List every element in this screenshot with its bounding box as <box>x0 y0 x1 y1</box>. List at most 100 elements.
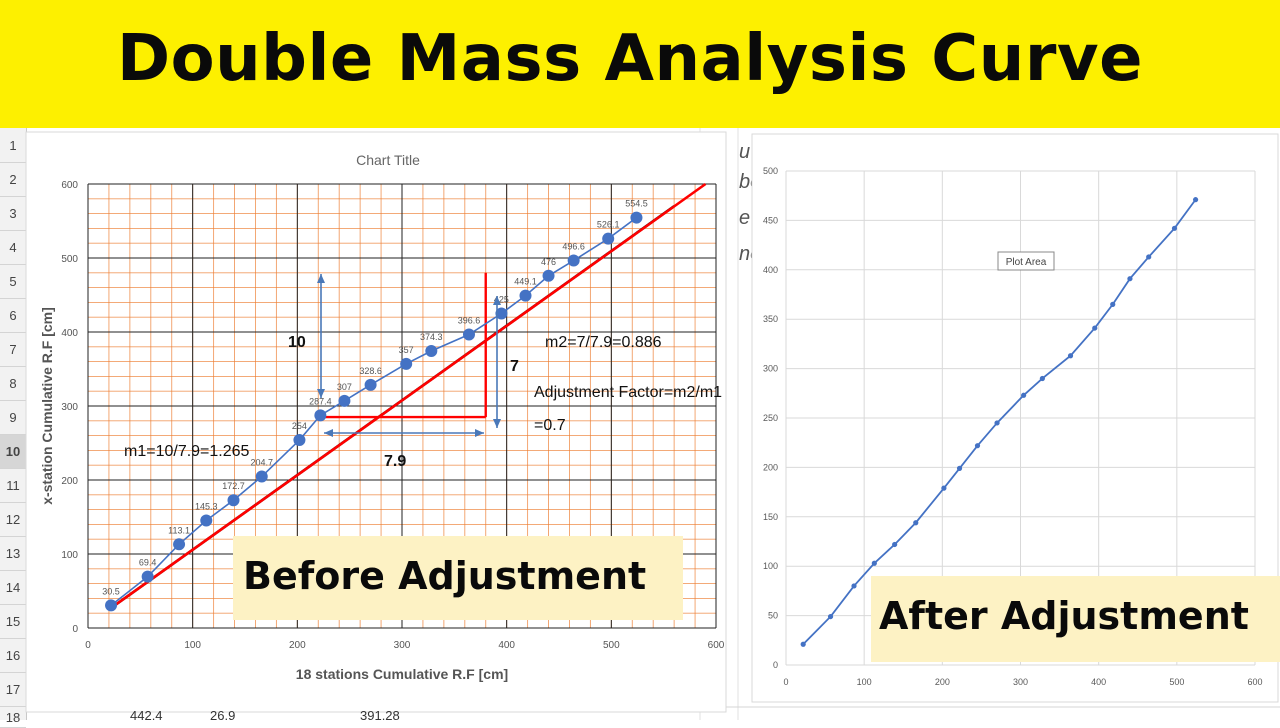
y-tick-label: 0 <box>773 660 778 670</box>
row-header[interactable]: 5 <box>0 265 26 299</box>
page-title: Double Mass Analysis Curve <box>117 22 1143 96</box>
x-tick-label: 600 <box>1247 677 1262 687</box>
chart-title: Chart Title <box>356 152 420 168</box>
x-tick-label: 0 <box>85 640 91 651</box>
data-label: 69.4 <box>139 558 157 568</box>
row-header[interactable]: 8 <box>0 367 26 401</box>
data-point <box>425 345 438 358</box>
data-point <box>567 254 580 267</box>
data-point <box>1092 325 1098 331</box>
x-tick-label: 100 <box>184 640 201 651</box>
data-point <box>293 434 306 447</box>
row-header[interactable]: 16 <box>0 639 26 673</box>
cell-value[interactable]: 391.28 <box>360 708 400 723</box>
before-adjustment-chart: 0 100 200 300 400 500 600 0 100 200 300 400 500 600 Ch… <box>25 131 727 713</box>
data-label: 307 <box>337 382 352 392</box>
row-header[interactable]: 15 <box>0 605 26 639</box>
data-point <box>462 328 475 341</box>
row-header[interactable]: 11 <box>0 469 26 503</box>
row-header[interactable]: 12 <box>0 503 26 537</box>
title-banner: Double Mass Analysis Curve <box>0 0 1280 128</box>
data-point <box>1067 353 1074 359</box>
data-point <box>851 583 857 589</box>
row-header[interactable]: 9 <box>0 401 26 435</box>
row-header[interactable]: 2 <box>0 163 26 197</box>
y-tick-label: 450 <box>763 215 778 225</box>
data-point <box>892 541 898 548</box>
data-point <box>994 420 1000 426</box>
row-header[interactable]: 13 <box>0 537 26 571</box>
y-tick-label: 300 <box>763 364 778 374</box>
x-tick-label: 400 <box>498 640 515 651</box>
background-cell-text: u <box>739 141 750 163</box>
y-tick-label: 250 <box>763 413 778 423</box>
data-label: 476 <box>541 257 556 267</box>
rise-label-after: 7 <box>510 358 519 375</box>
before-adjustment-label: Before Adjustment <box>233 536 683 620</box>
row-headers: 1 2 3 4 5 6 7 8 9 10 11 12 13 14 15 16 17 18 <box>0 128 27 728</box>
data-point <box>630 211 643 224</box>
data-point <box>141 570 154 583</box>
data-label: 425 <box>494 295 509 305</box>
data-point <box>519 289 532 302</box>
rise-arrow-before-head <box>317 274 325 283</box>
data-point <box>1146 254 1152 260</box>
chart-area <box>25 131 727 713</box>
y-tick-label: 350 <box>763 314 778 324</box>
cell-value[interactable]: 26.9 <box>210 708 236 723</box>
data-label: 30.5 <box>102 586 120 596</box>
y-tick-label: 400 <box>61 328 78 339</box>
data-label: 287.4 <box>309 396 332 406</box>
row-header[interactable]: 1 <box>0 128 26 163</box>
y-tick-label: 500 <box>61 254 78 265</box>
y-tick-label: 200 <box>763 462 778 472</box>
run-arrow-head <box>324 429 333 437</box>
row-header[interactable]: 6 <box>0 299 26 333</box>
row-header[interactable]: 7 <box>0 333 26 367</box>
run-label: 7.9 <box>384 453 406 470</box>
cell-value[interactable]: 442.4 <box>130 708 163 723</box>
after-adjustment-label: After Adjustment <box>871 576 1280 662</box>
rise-arrow-after-head <box>493 296 501 305</box>
y-tick-label: 0 <box>72 624 78 635</box>
rise-arrow-after-head <box>493 419 501 428</box>
y-axis-title: x-station Cumulative R.F [cm] <box>39 307 55 505</box>
data-point <box>1039 375 1045 382</box>
rise-arrow-before-head <box>317 389 325 398</box>
red-trend-line <box>108 182 707 611</box>
slope-label-before: m1=10/7.9=1.265 <box>124 443 250 460</box>
data-point <box>200 514 213 527</box>
data-point <box>1127 276 1133 282</box>
x-tick-label: 200 <box>289 640 306 651</box>
x-tick-label: 300 <box>394 640 411 651</box>
data-point <box>542 269 555 282</box>
data-point <box>400 357 413 370</box>
row-header[interactable]: 14 <box>0 571 26 605</box>
row-header[interactable]: 17 <box>0 673 26 707</box>
row-header[interactable]: 10 <box>0 435 26 469</box>
data-point <box>956 465 963 471</box>
data-label: 449.1 <box>514 277 537 287</box>
row-header[interactable]: 3 <box>0 197 26 231</box>
data-point <box>827 613 834 620</box>
data-point <box>602 232 615 245</box>
data-point <box>800 641 806 647</box>
y-tick-label: 50 <box>768 611 778 621</box>
y-tick-label: 500 <box>763 166 778 176</box>
data-point <box>1110 301 1116 307</box>
data-point <box>941 485 947 491</box>
adjustment-value-label: =0.7 <box>534 417 566 434</box>
x-tick-label: 500 <box>603 640 620 651</box>
data-point <box>105 599 118 612</box>
x-tick-label: 200 <box>935 677 950 687</box>
data-label: 496.6 <box>562 242 585 252</box>
data-point <box>871 560 877 566</box>
x-tick-label: 600 <box>708 640 725 651</box>
data-label: 254 <box>292 421 307 431</box>
y-tick-label: 400 <box>763 265 778 275</box>
data-point <box>1021 392 1027 398</box>
data-point <box>173 538 186 551</box>
data-label: 526.1 <box>597 220 620 230</box>
row-header[interactable]: 4 <box>0 231 26 265</box>
rise-label-before: 10 <box>288 334 306 351</box>
